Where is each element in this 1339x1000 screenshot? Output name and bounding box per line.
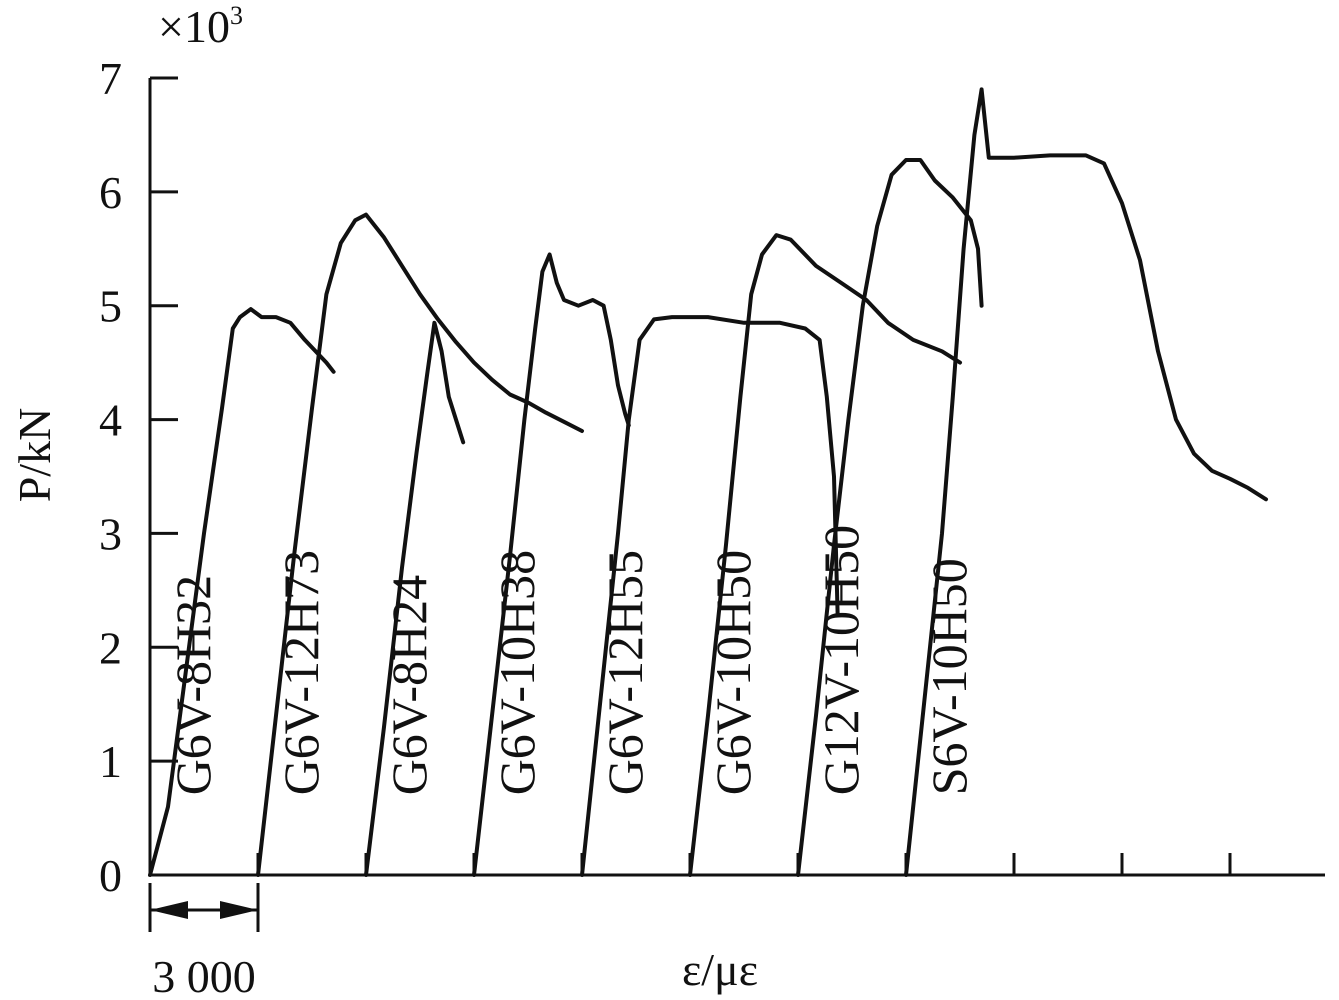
x-scale-bar-label: 3 000	[152, 951, 256, 1000]
y-tick-label: 1	[99, 736, 122, 787]
y-tick-label: 6	[99, 167, 122, 218]
y-axis-label: P/kN	[9, 408, 60, 503]
series-curve-g6v-10h50	[688, 233, 962, 877]
y-multiplier-label: ×103	[158, 1, 243, 52]
series-label: G6V-12H73	[273, 550, 329, 795]
series-label: G6V-8H24	[381, 575, 437, 795]
y-tick-label: 3	[99, 508, 122, 559]
scale-bar-arrow-right	[220, 901, 258, 919]
series-curve-g6v-10h38	[472, 252, 631, 877]
series-label: G12V-10H50	[813, 525, 869, 795]
series-curve-s6v-10h50	[904, 87, 1268, 877]
series-curve-g6v-12h55	[580, 315, 840, 877]
series-label: G6V-10H38	[489, 550, 545, 795]
series-label: G6V-12H55	[597, 550, 653, 795]
y-tick-label: 4	[99, 395, 122, 446]
y-tick-label: 7	[99, 53, 122, 104]
series-label: G6V-10H50	[705, 550, 761, 795]
chart-axes	[148, 78, 1325, 877]
series-curve-g6v-8h32	[148, 307, 336, 877]
chart-ticks: 0 1 2 3 4 5 6 7	[99, 53, 1232, 932]
series-label: S6V-10H50	[921, 558, 977, 795]
series-label: G6V-8H32	[165, 575, 221, 795]
scale-bar-arrow-left	[150, 901, 188, 919]
chart-curves	[148, 87, 1268, 877]
series-curve-g6v-8h24	[364, 320, 466, 877]
y-tick-label: 0	[99, 850, 122, 901]
y-tick-label: 5	[99, 281, 122, 332]
x-axis-label: ε/με	[682, 944, 758, 995]
y-tick-label: 2	[99, 622, 122, 673]
chart-series-labels: G6V-8H32 G6V-12H73 G6V-8H24 G6V-10H38 G6V-12…	[165, 525, 977, 795]
